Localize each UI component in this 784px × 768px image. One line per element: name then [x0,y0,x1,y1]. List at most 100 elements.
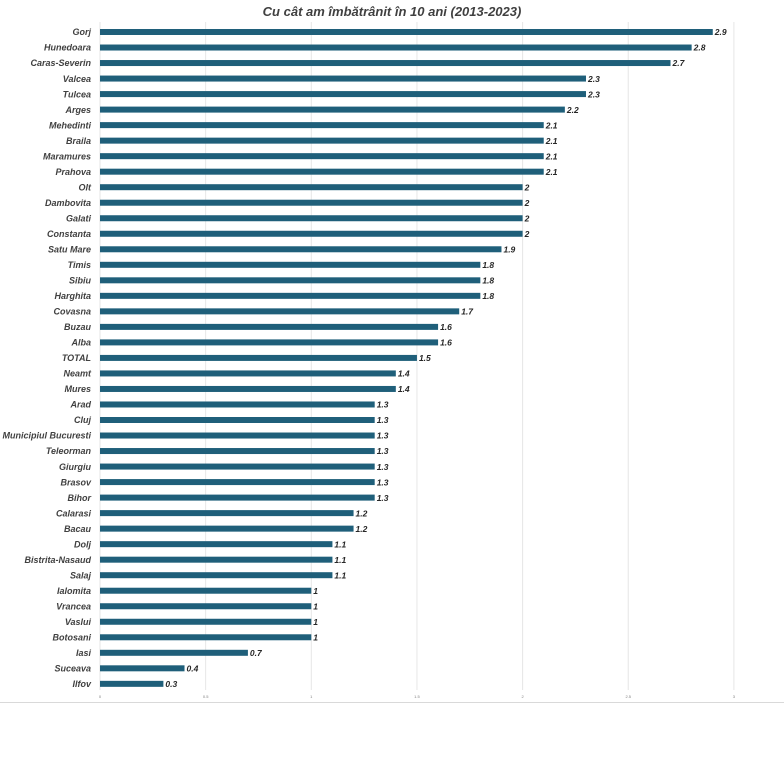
data-label: 2 [524,229,530,239]
category-label: Botosani [52,632,91,642]
data-label: 1.6 [440,338,452,348]
category-label: Bihor [68,493,92,503]
bar [100,122,544,129]
category-label: Satu Mare [48,244,91,254]
bars [100,29,713,687]
bar [100,91,586,98]
category-label: Vaslui [65,617,92,627]
category-label: Braila [66,136,91,146]
data-label: 2.1 [545,167,558,177]
data-label: 2 [524,213,530,223]
data-label: 2.3 [587,74,600,84]
category-label: Buzau [64,322,92,332]
x-tick-label: 2 [521,694,524,699]
bar [100,137,544,144]
data-label: 1.3 [377,446,389,456]
category-label: Tulcea [63,89,91,99]
category-label: Maramures [43,151,91,161]
bar [100,525,354,532]
bar [100,448,375,455]
bar [100,680,164,687]
x-tick-label: 1.5 [414,694,420,699]
category-label: Ialomita [57,586,91,596]
category-label: Valcea [63,74,91,84]
category-label: Municipiul Bucuresti [2,431,91,441]
bar [100,541,333,548]
category-label: Iasi [76,648,92,658]
data-label: 1.3 [377,400,389,410]
data-label: 2 [524,198,530,208]
data-label: 1.6 [440,322,452,332]
bar [100,572,333,579]
bar [100,385,396,392]
category-label: Giurgiu [59,462,91,472]
data-label: 1 [313,632,318,642]
data-label: 2.1 [545,120,558,130]
category-label: Sibiu [69,276,92,286]
category-label: Vrancea [56,601,91,611]
data-label: 1.5 [419,353,431,363]
bar [100,60,671,67]
data-label: 1.3 [377,462,389,472]
bar [100,510,354,517]
value-labels: 2.9 2.8 2.7 2.3 2.3 2.2 2.1 2.1 2.1 2.1 2 2 2 2 1.9 1.8… [165,27,726,689]
bar [100,587,312,594]
data-label: 0.7 [250,648,263,658]
category-label: Dambovita [45,198,91,208]
x-tick-label: 0 [99,694,102,699]
bar [100,230,523,237]
bar [100,354,417,361]
bar [100,649,248,656]
category-label: Dolj [74,539,91,549]
bar [100,75,586,82]
bar [100,184,523,191]
category-label: Teleorman [46,446,92,456]
chart-area: Gorj Hunedoara Caras-Severin Valcea Tulcea Ar… [0,4,784,703]
data-label: 1.3 [377,431,389,441]
bar [100,153,544,160]
category-label: Arges [64,105,91,115]
category-label: Galati [66,213,92,223]
data-label: 1.1 [334,539,346,549]
bar [100,370,396,377]
x-axis-ticks: 0 0.5 1 1.5 2 2.5 3 [99,694,736,699]
data-label: 1.8 [482,276,494,286]
bar [100,401,375,408]
category-label: Cluj [74,415,91,425]
bar [100,339,439,346]
x-tick-label: 3 [733,694,736,699]
category-label: Brasov [60,477,92,487]
data-label: 1 [313,617,318,627]
chart-title: Cu cât am îmbătrânit în 10 ani (2013-202… [262,4,522,19]
data-label: 1.7 [461,307,474,317]
category-label: Prahova [55,167,91,177]
category-labels: Gorj Hunedoara Caras-Severin Valcea Tulcea Ar… [2,27,92,689]
bar [100,323,439,330]
bar [100,556,333,563]
bar [100,494,375,501]
bar [100,634,312,641]
data-label: 2.3 [587,89,600,99]
bar [100,417,375,423]
category-label: Ilfov [72,679,91,689]
data-label: 1 [313,601,318,611]
bar [100,215,523,222]
data-label: 2.1 [545,136,558,146]
bar [100,168,544,175]
bar [100,292,481,299]
bar [100,106,565,113]
category-label: TOTAL [62,353,91,363]
category-label: Harghita [54,291,91,301]
bar [100,479,375,486]
bar [100,432,375,439]
data-label: 1.2 [356,524,368,534]
category-label: Hunedoara [44,43,91,53]
category-label: Mehedinti [49,120,91,130]
data-label: 1.3 [377,493,389,503]
data-label: 1.1 [334,555,346,565]
data-label: 2.7 [672,58,686,68]
bar [100,199,523,206]
data-label: 0.4 [187,664,199,674]
bar [100,277,481,284]
category-label: Caras-Severin [30,58,91,68]
